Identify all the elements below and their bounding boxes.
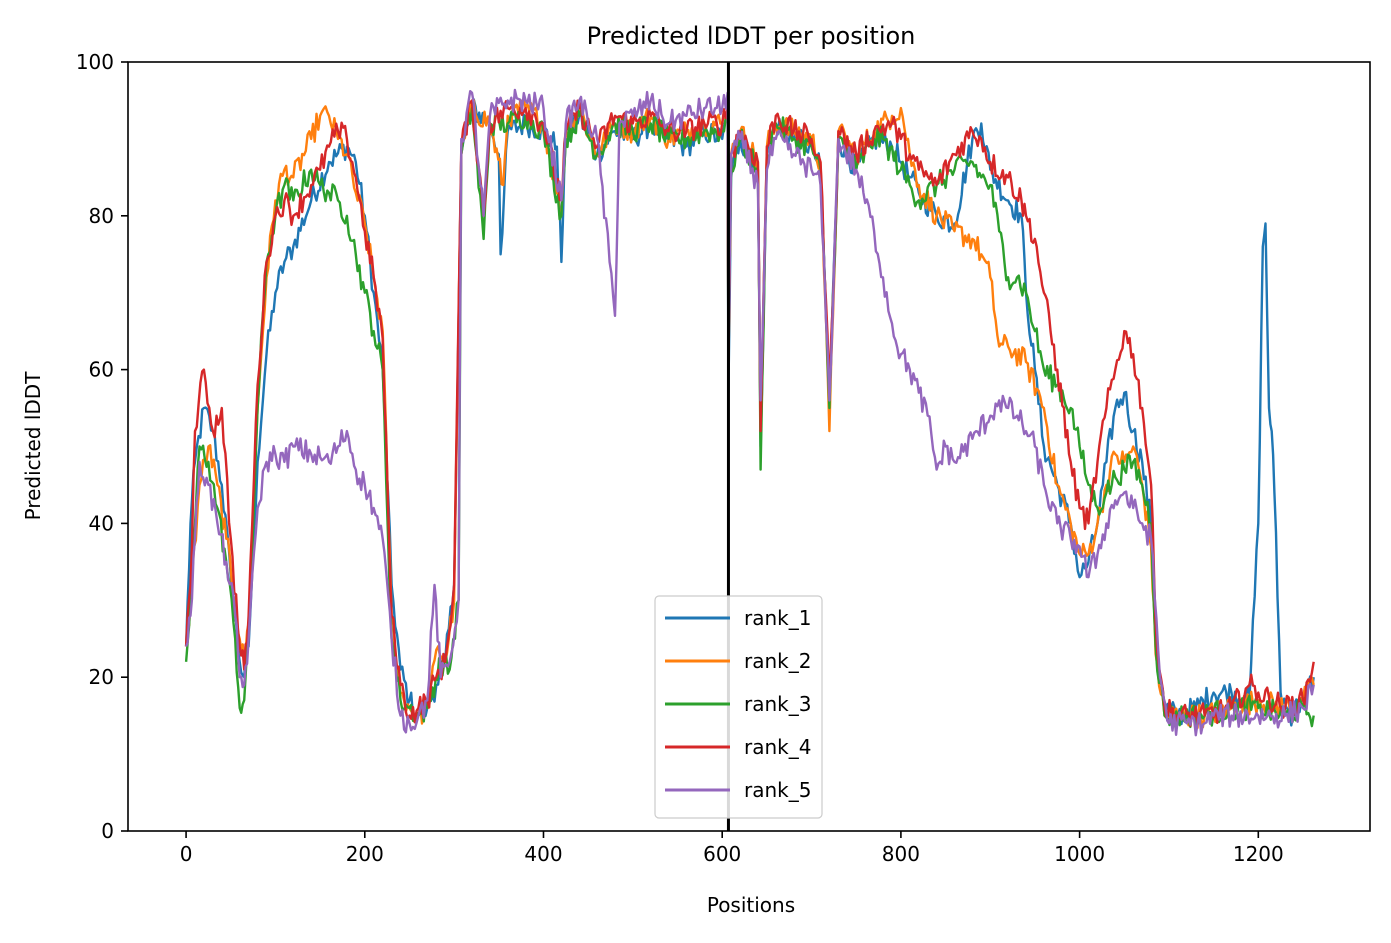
legend-label: rank_1 bbox=[744, 606, 811, 630]
y-axis-label: Predicted lDDT bbox=[21, 371, 45, 521]
x-tick-label: 800 bbox=[882, 842, 920, 866]
legend-label: rank_3 bbox=[744, 692, 811, 716]
x-tick-label: 1200 bbox=[1233, 842, 1284, 866]
x-tick-label: 200 bbox=[346, 842, 384, 866]
y-tick-label: 80 bbox=[89, 204, 114, 228]
y-tick-label: 20 bbox=[89, 665, 114, 689]
y-axis: 0 20 40 60 80 100 bbox=[76, 50, 128, 843]
legend-label: rank_2 bbox=[744, 649, 811, 673]
y-tick-label: 60 bbox=[89, 358, 114, 382]
series-layer bbox=[184, 88, 1315, 737]
y-tick-label: 40 bbox=[89, 511, 114, 535]
x-axis: 0 200 400 600 800 1000 1200 bbox=[180, 831, 1284, 866]
y-tick-label: 0 bbox=[101, 819, 114, 843]
x-tick-label: 400 bbox=[524, 842, 562, 866]
x-tick-label: 1000 bbox=[1054, 842, 1105, 866]
plot-frame bbox=[127, 61, 1371, 832]
chart-title: Predicted lDDT per position bbox=[587, 22, 916, 50]
x-tick-label: 0 bbox=[180, 842, 193, 866]
x-tick-label: 600 bbox=[703, 842, 741, 866]
legend-label: rank_4 bbox=[744, 735, 811, 759]
y-tick-label: 100 bbox=[76, 50, 114, 74]
legend-label: rank_5 bbox=[744, 778, 811, 802]
legend-box bbox=[654, 595, 823, 819]
series-line-rank_5 bbox=[184, 88, 1315, 737]
x-axis-label: Positions bbox=[707, 893, 795, 917]
legend: rank_1 rank_2 rank_3 rank_4 rank_5 bbox=[654, 595, 823, 819]
